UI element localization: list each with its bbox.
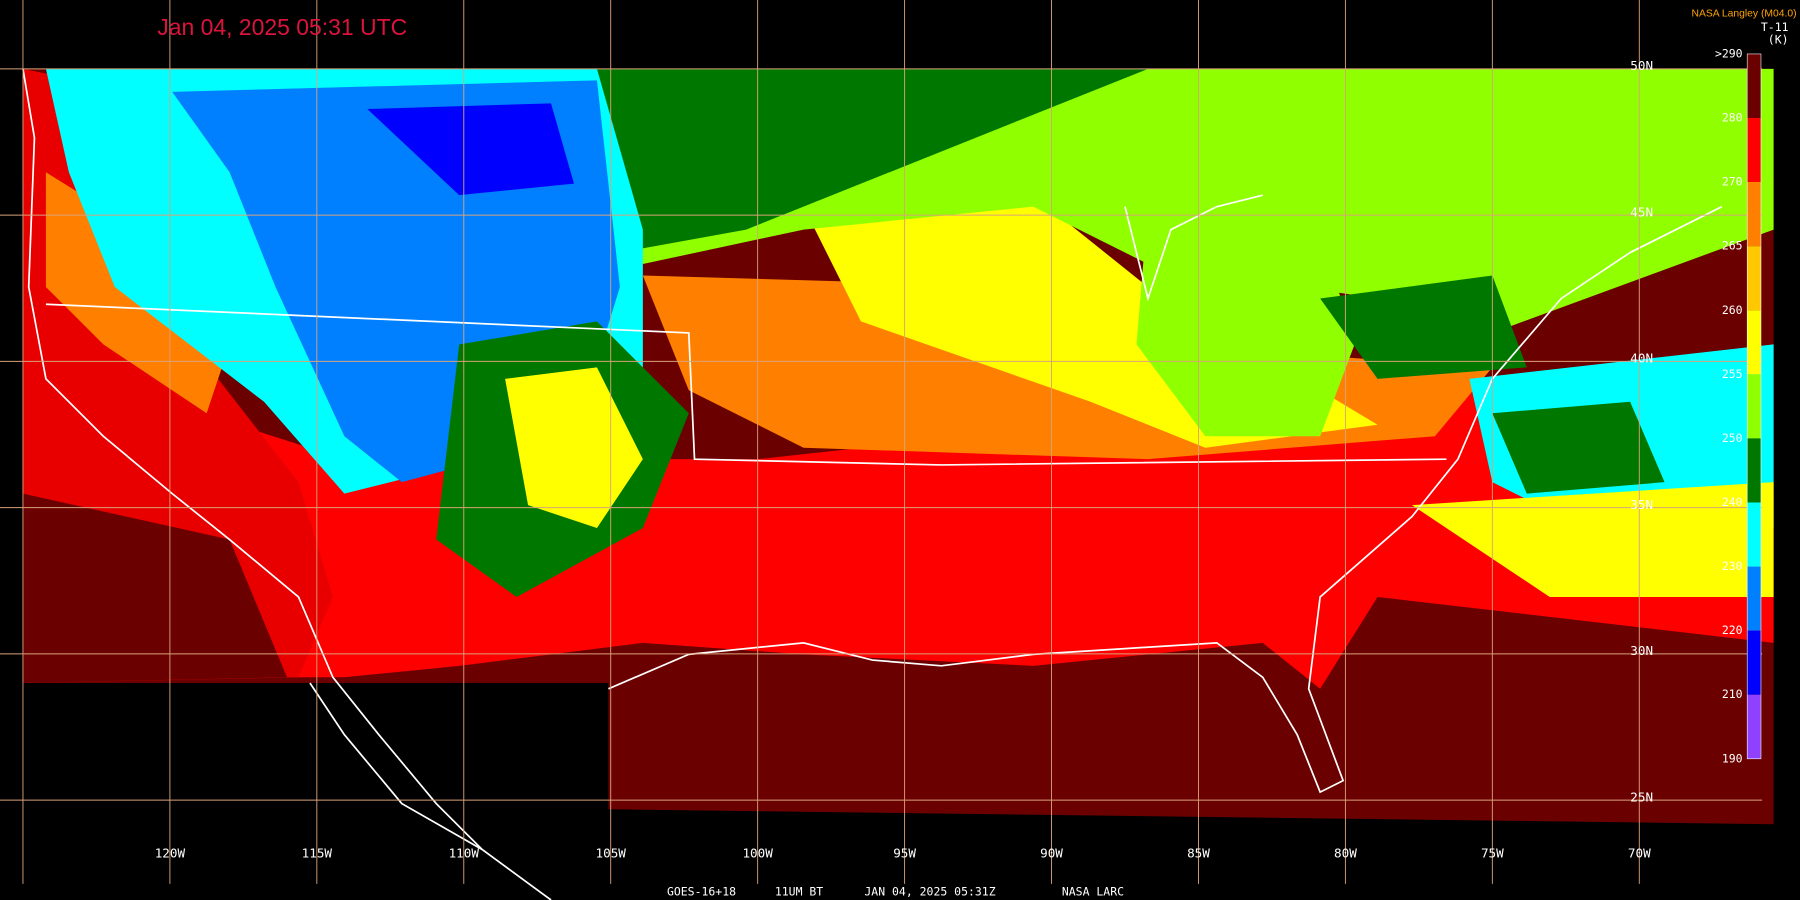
colorbar-label: 220 [1722,623,1743,637]
colorbar-label: 280 [1722,111,1743,125]
lon-label: 80W [1334,846,1357,861]
colorbar-segment [1747,53,1761,119]
cloud-field [505,367,643,529]
lat-label: 25N [1630,789,1653,804]
colorbar-segment [1747,310,1761,375]
footer-time: JAN 04, 2025 05:31Z [864,884,995,898]
lon-label: 75W [1481,846,1504,861]
colorbar: >290 280 270 265 260 255 250 240 230 220 210 190 [1715,46,1762,765]
lon-label: 95W [893,846,916,861]
colorbar-label: 250 [1722,431,1743,445]
colorbar-segment [1747,374,1761,439]
colorbar-segment [1747,118,1761,183]
colorbar-label: 255 [1722,367,1743,381]
coastline [309,682,483,851]
colorbar-segment [1747,630,1761,695]
colorbar-label: 265 [1722,239,1743,253]
colorbar-label: 210 [1722,687,1743,701]
graticule: 120W 115W 110W 105W 100W 95W 90W 85W 80W 75W 70W 50… [0,0,1763,884]
cloud-field [1492,401,1665,494]
cloud-field [1320,275,1527,379]
colorbar-label: >290 [1715,46,1743,60]
coastline [22,68,552,900]
channel: T-11 [1761,20,1789,34]
credit: NASA Langley (M04.0) [1691,9,1796,20]
colorbar-segment [1747,566,1761,631]
coastline [608,205,1723,794]
colorbar-frame [1746,53,1762,760]
lat-label: 30N [1630,643,1653,658]
lon-label: 100W [742,846,773,861]
cloud-field [22,493,287,684]
cloud-field [1136,206,1355,437]
colorbar-label: 190 [1722,751,1743,765]
cloud-field [596,68,1148,253]
lon-label: 120W [155,846,186,861]
imagery [22,68,1774,825]
footer-satellite: GOES-16+18 [667,884,736,898]
cloud-field [367,103,574,196]
lon-label: 90W [1040,846,1063,861]
lon-label: 70W [1628,846,1651,861]
lon-label: 110W [449,846,480,861]
footer-product: 11UM BT [775,884,823,898]
lon-label: 105W [596,846,627,861]
cloud-field [1411,482,1774,597]
colorbar-segment [1747,438,1761,503]
border [45,303,1447,466]
colorbar-label: 240 [1722,495,1743,509]
colorbar-segment [1747,246,1761,311]
colorbar-label: 230 [1722,559,1743,573]
colorbar-label: 270 [1722,175,1743,189]
lat-label: 45N [1630,204,1653,219]
title: Jan 04, 2025 05:31 UTC [157,14,407,40]
colorbar-segment [1747,502,1761,567]
coastline [1124,194,1263,302]
lon-label: 115W [302,846,333,861]
lat-label: 35N [1630,497,1653,512]
lat-label: 50N [1630,58,1653,73]
coastlines [22,68,1723,900]
lat-label: 40N [1630,351,1653,366]
footer-source: NASA LARC [1062,884,1124,898]
unit: (K) [1768,33,1789,47]
colorbar-label: 260 [1722,303,1743,317]
lon-label: 85W [1187,846,1210,861]
colorbar-segment [1747,182,1761,247]
colorbar-segment [1747,694,1761,759]
